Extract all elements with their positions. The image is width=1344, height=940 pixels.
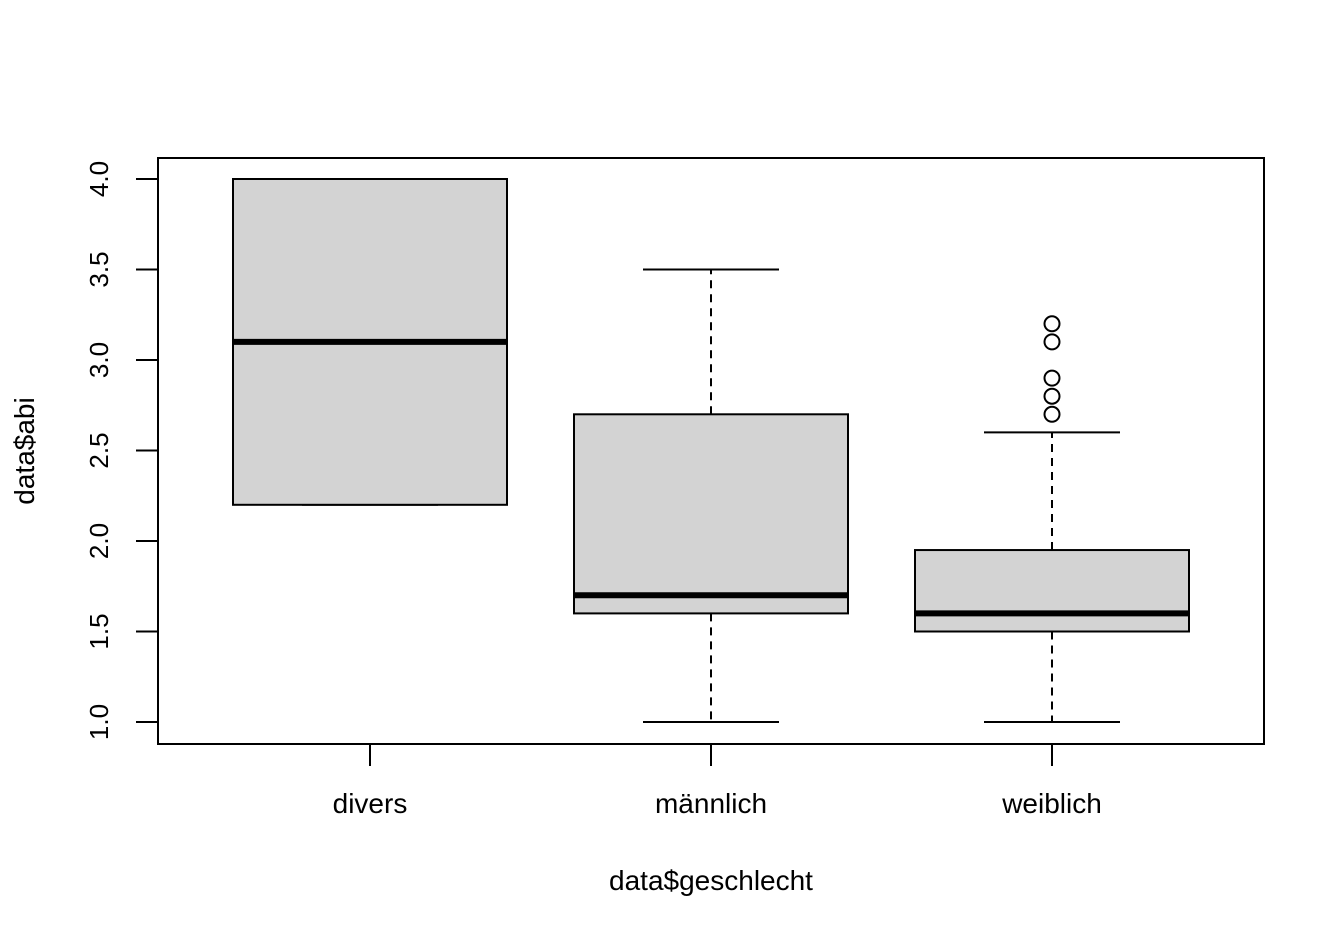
x-tick-label: männlich [655, 788, 767, 819]
y-tick-label: 4.0 [84, 161, 114, 197]
y-tick-label: 1.0 [84, 704, 114, 740]
x-axis: divers männlich weiblich [333, 744, 1102, 819]
x-axis-title: data$geschlecht [609, 865, 813, 896]
y-tick-label: 1.5 [84, 613, 114, 649]
box-group [573, 268, 849, 723]
box-group [914, 315, 1190, 723]
y-axis-title: data$abi [9, 397, 40, 504]
y-tick-label: 3.0 [84, 342, 114, 378]
boxes [232, 178, 1190, 723]
x-tick-label: divers [333, 788, 408, 819]
x-tick-label: weiblich [1001, 788, 1102, 819]
box-group [232, 178, 508, 506]
outlier-point [1043, 405, 1061, 423]
outlier-point [1043, 315, 1061, 333]
y-tick-label: 2.5 [84, 432, 114, 468]
outlier-point [1043, 333, 1061, 351]
outlier-point [1043, 387, 1061, 405]
y-tick-label: 2.0 [84, 523, 114, 559]
iqr-box [914, 549, 1190, 633]
y-axis: 1.0 1.5 2.0 2.5 3.0 3.5 4.0 [84, 161, 159, 740]
y-tick-label: 3.5 [84, 251, 114, 287]
iqr-box [573, 413, 849, 615]
outlier-point [1043, 369, 1061, 387]
